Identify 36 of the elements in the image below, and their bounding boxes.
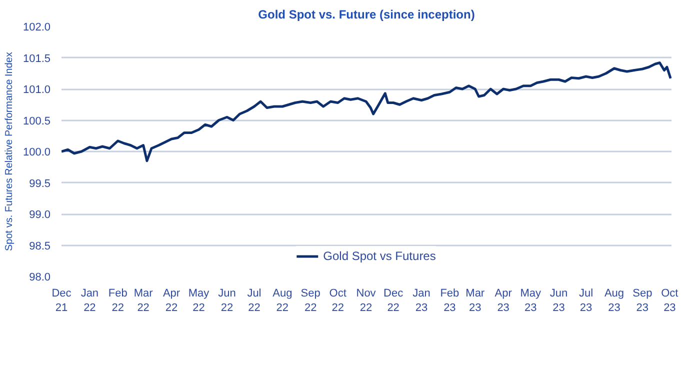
line-series: [62, 62, 672, 162]
x-tick-label: Sep 23: [632, 288, 652, 314]
x-tick-label: Mar 22: [134, 288, 154, 314]
legend-label: Gold Spot vs Futures: [323, 249, 436, 263]
x-tick-label: Aug 22: [272, 288, 292, 314]
x-tick-label: Dec 22: [384, 288, 404, 314]
x-tick-label: Jun 23: [550, 288, 568, 314]
y-axis-title: Spot vs. Futures Relative Performance Index: [4, 52, 15, 251]
y-tick-label: 100.5: [22, 115, 51, 128]
x-tick-label: Jan 22: [80, 288, 99, 314]
chart-title: Gold Spot vs. Future (since inception): [258, 8, 475, 22]
y-tick-label: 101.5: [22, 52, 51, 65]
x-tick-label: Aug 23: [604, 288, 624, 314]
x-tick-label: May 22: [188, 288, 210, 314]
x-tick-label: Jun 22: [218, 288, 236, 314]
x-tick-label: Apr 23: [494, 288, 512, 314]
x-tick-label: Nov 22: [356, 288, 376, 314]
y-tick-label: 99.0: [29, 209, 51, 221]
x-tick-label: Apr 22: [162, 288, 180, 314]
x-tick-label: Oct 23: [661, 288, 678, 314]
x-tick-label: May 23: [520, 288, 542, 314]
x-tick-label: Sep 22: [300, 288, 320, 314]
y-tick-label: 102.0: [22, 22, 51, 34]
x-tick-label: Mar 23: [466, 288, 485, 314]
x-tick-label: Jul 23: [579, 288, 594, 314]
x-tick-label: Oct 22: [329, 288, 346, 314]
y-tick-label: 101.0: [22, 84, 51, 96]
y-tick-label: 98.5: [29, 240, 51, 252]
y-tick-label: 99.5: [29, 178, 51, 190]
x-tick-label: Feb 23: [440, 288, 460, 314]
y-tick-label: 98.0: [29, 272, 51, 284]
x-tick-label: Jan 23: [412, 288, 430, 314]
x-tick-label: Jul 22: [247, 288, 262, 314]
x-tick-label: Dec 21: [52, 288, 72, 314]
y-tick-label: 100.0: [22, 146, 51, 158]
x-tick-label: Feb 22: [108, 288, 128, 314]
